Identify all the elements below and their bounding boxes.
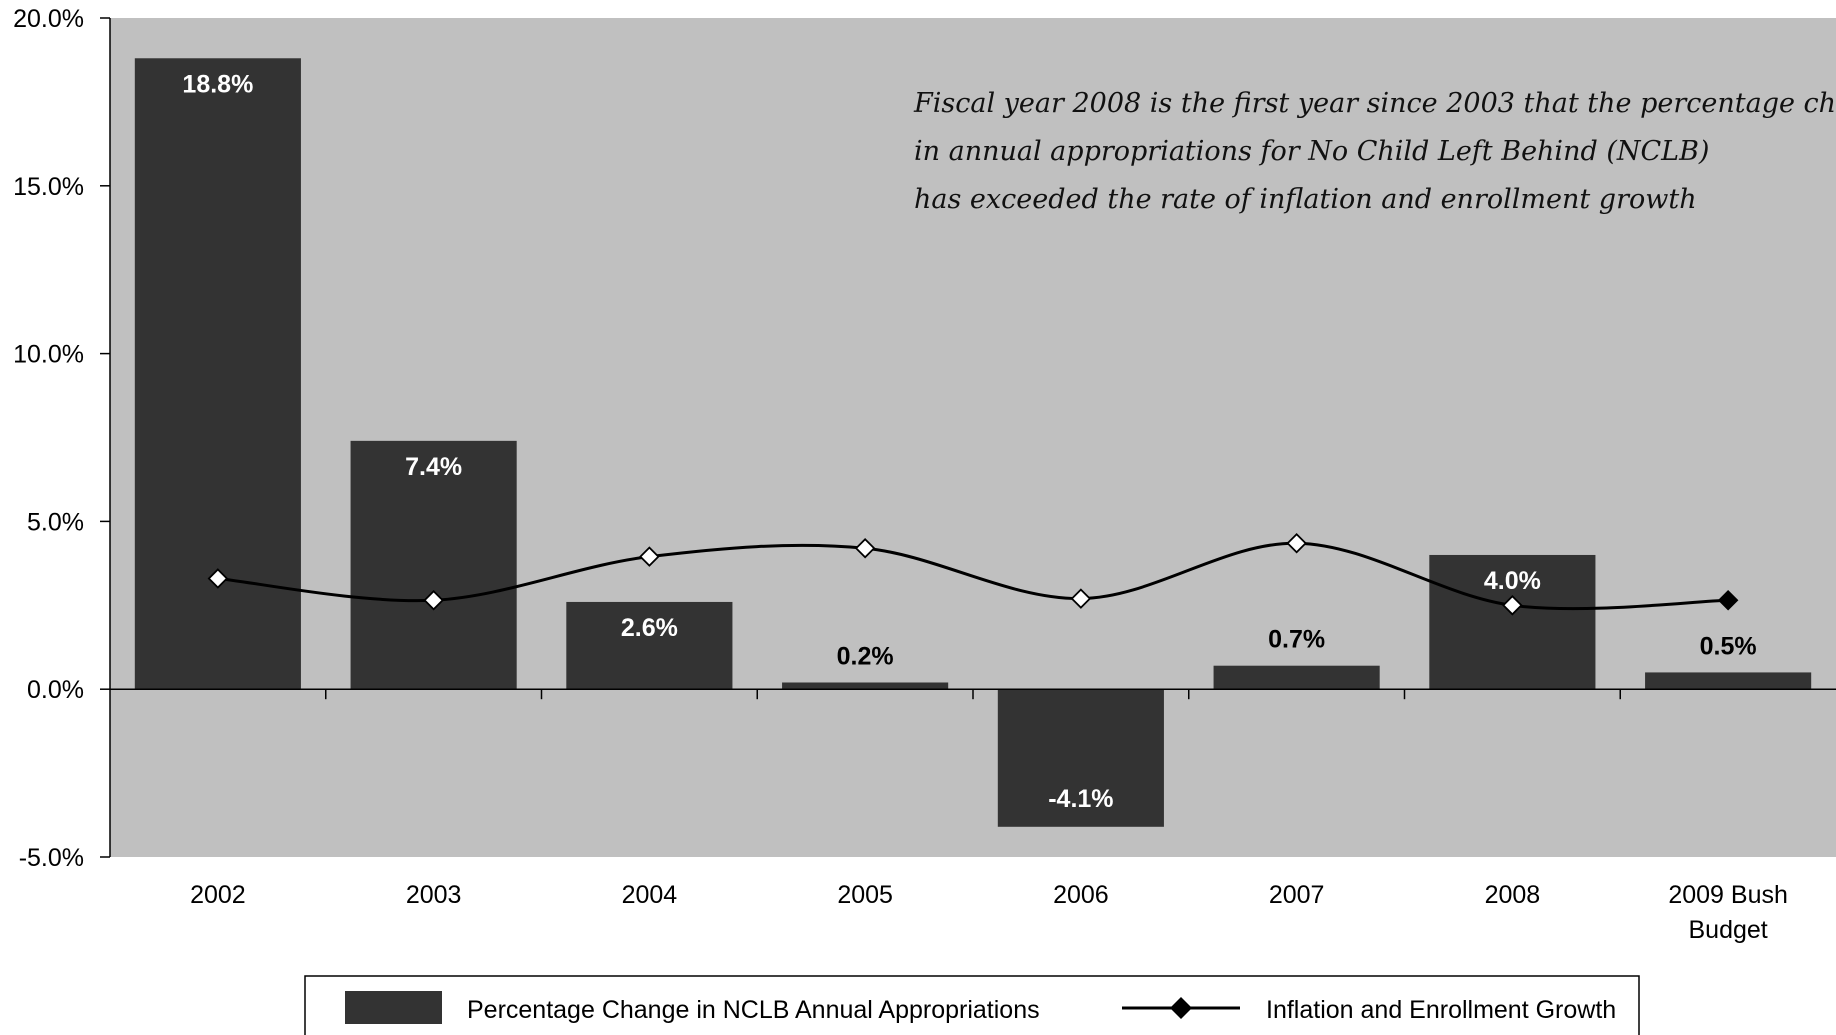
x-tick-label: 2005 xyxy=(837,881,893,909)
bar-data-label: 18.8% xyxy=(182,70,253,98)
bar-2007 xyxy=(1213,665,1380,690)
x-tick-label: 2008 xyxy=(1485,881,1541,909)
annotation-line-3: has exceeded the rate of inflation and e… xyxy=(914,184,1697,215)
annotation: Fiscal year 2008 is the first year since… xyxy=(913,88,1836,215)
x-tick-label: 2009 Bush Budget xyxy=(1668,881,1788,944)
bar-data-label: 0.7% xyxy=(1268,626,1325,654)
bar-2004 xyxy=(566,601,733,690)
line-point-marker xyxy=(1502,595,1523,616)
bar-2003 xyxy=(350,440,517,690)
annotation-line-2: in annual appropriations for No Child Le… xyxy=(914,136,1709,167)
legend-diamond-icon xyxy=(1170,997,1192,1019)
x-tick-label: 2006 xyxy=(1053,881,1109,909)
line-point-marker xyxy=(639,546,660,567)
inflation-line xyxy=(217,541,1729,611)
legend: Percentage Change in NCLB Annual Appropr… xyxy=(304,975,1640,1035)
line-point-marker xyxy=(854,537,876,559)
legend-bar-label: Percentage Change in NCLB Annual Appropr… xyxy=(467,996,1040,1024)
y-tick-label: 5.0% xyxy=(27,508,84,536)
plot-area: 18.8% 7.4% 2.6% 0.2% -4.1% 0.7% 4.0% 0.5% xyxy=(110,18,1836,857)
annotation-line-1: Fiscal year 2008 is the first year since… xyxy=(913,88,1836,119)
x-tick-label: 2003 xyxy=(406,881,462,909)
y-tick-label: 15.0% xyxy=(13,173,84,201)
plot-background xyxy=(110,18,1836,857)
bar-2002 xyxy=(134,58,301,690)
line-point-marker xyxy=(1070,588,1092,609)
bar-2009 xyxy=(1645,672,1812,690)
legend-frame xyxy=(304,975,1640,1035)
x-tick-label: 2002 xyxy=(190,881,246,909)
bar-data-label: 7.4% xyxy=(405,453,462,481)
axes: -5.0% 0.0% 5.0% 10.0% 15.0% 20.0% 2002 2003 2004… xyxy=(13,5,1836,944)
bar-2006 xyxy=(997,689,1164,827)
line-point-marker xyxy=(423,589,444,611)
line-point-marker xyxy=(207,568,229,589)
line-point-marker xyxy=(1286,532,1307,554)
bar-data-label: 2.6% xyxy=(621,614,678,642)
bar-2005 xyxy=(782,682,949,690)
legend-line-label: Inflation and Enrollment Growth xyxy=(1266,996,1616,1024)
bar-data-label: 0.5% xyxy=(1700,632,1757,660)
line-point-marker xyxy=(1717,589,1739,611)
x-tick-label: 2007 xyxy=(1269,881,1325,909)
bar-data-label: 0.2% xyxy=(837,642,894,670)
y-tick-label: 0.0% xyxy=(27,676,84,704)
bar-2008 xyxy=(1429,554,1596,690)
x-tick-label: 2004 xyxy=(622,881,678,909)
bar-data-label: 4.0% xyxy=(1484,567,1541,595)
legend-bar-swatch xyxy=(345,991,442,1024)
y-tick-label: 10.0% xyxy=(13,341,84,369)
y-tick-label: 20.0% xyxy=(13,5,84,33)
bar-data-label: -4.1% xyxy=(1048,785,1113,813)
y-tick-label: -5.0% xyxy=(19,844,84,872)
